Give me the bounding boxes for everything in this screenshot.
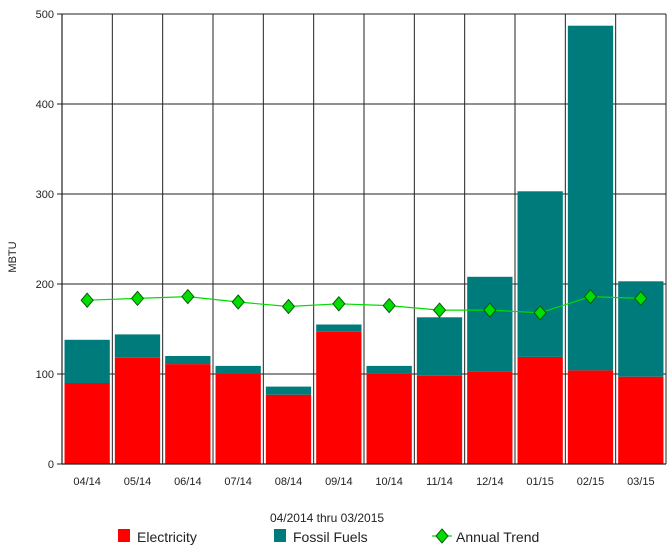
trend-marker [583, 288, 598, 305]
legend-swatch-electricity [118, 529, 130, 542]
x-tick-label: 03/15 [627, 476, 655, 488]
trend-marker [533, 305, 547, 321]
bar-electricity [64, 383, 110, 464]
bar-fossil-fuels [64, 339, 110, 383]
trend-marker [483, 302, 497, 318]
bar-electricity [416, 375, 463, 464]
x-tick-labels: 04/14 05/14 06/14 07/14 08/14 09/14 10/14 11/14… [73, 476, 654, 488]
bar-fossil-fuels [366, 365, 412, 374]
bar-fossil-fuels [265, 386, 312, 395]
x-tick-label: 11/14 [426, 476, 453, 488]
bar-electricity [517, 356, 563, 464]
bar-electricity [165, 364, 211, 464]
grid [61, 13, 667, 465]
y-tick-label: 0 [48, 459, 54, 471]
trend-marker [80, 292, 94, 308]
x-tick-label: 10/14 [375, 476, 403, 488]
x-tick-label: 12/14 [476, 476, 504, 488]
bar-fossil-fuels [567, 25, 614, 371]
legend: Electricity Fossil Fuels Annual Trend [118, 528, 539, 545]
legend-label-electricity: Electricity [137, 529, 197, 545]
trend-marker [231, 294, 245, 310]
x-tick-label: 05/14 [124, 476, 152, 488]
bar-electricity [366, 373, 412, 464]
y-axis-label: MBTU [7, 241, 19, 272]
x-tick-label: 06/14 [174, 476, 202, 488]
x-axis-label: 04/2014 thru 03/2015 [270, 511, 384, 525]
bar-electricity [618, 376, 664, 464]
bar-electricity [316, 331, 362, 464]
bar-fossil-fuels [416, 317, 463, 376]
x-tick-label: 01/15 [526, 476, 554, 488]
trend-line [87, 295, 641, 314]
y-tick-label: 200 [36, 279, 54, 291]
x-tick-label: 08/14 [275, 476, 303, 488]
trend-marker [382, 297, 396, 314]
trend-marker [432, 302, 447, 318]
bar-electricity [567, 370, 614, 464]
trend-marker [281, 298, 296, 315]
bar-fossil-fuels [316, 324, 362, 332]
bar-electricity [215, 374, 261, 464]
x-tick-label: 04/14 [73, 476, 101, 488]
bar-electricity [114, 357, 161, 464]
y-tick-label: 100 [36, 369, 54, 381]
bar-fossil-fuels [517, 191, 563, 357]
bar-electricity [467, 371, 513, 464]
trend-marker [332, 296, 346, 312]
bar-fossil-fuels [467, 276, 513, 372]
x-tick-label: 09/14 [325, 476, 353, 488]
trend-marker [181, 288, 195, 305]
bar-electricity [265, 394, 312, 464]
y-tick-label: 500 [36, 9, 54, 21]
x-tick-label: 07/14 [224, 476, 252, 488]
legend-swatch-fossil-fuels [274, 529, 286, 542]
trend-series [80, 288, 648, 321]
bar-fossil-fuels [165, 356, 211, 365]
legend-label-annual-trend: Annual Trend [456, 529, 539, 545]
axes [57, 13, 666, 465]
bar-fossil-fuels [215, 365, 261, 374]
legend-label-fossil-fuels: Fossil Fuels [293, 529, 368, 545]
bar-fossil-fuels [114, 334, 161, 358]
y-tick-label: 400 [36, 99, 54, 111]
x-tick-label: 02/15 [577, 476, 605, 488]
y-tick-label: 300 [36, 189, 54, 201]
trend-marker [130, 290, 145, 307]
y-tick-labels: 0 100 200 300 400 500 [36, 9, 54, 471]
legend-marker-annual-trend [435, 528, 449, 544]
trend-marker [634, 290, 648, 307]
